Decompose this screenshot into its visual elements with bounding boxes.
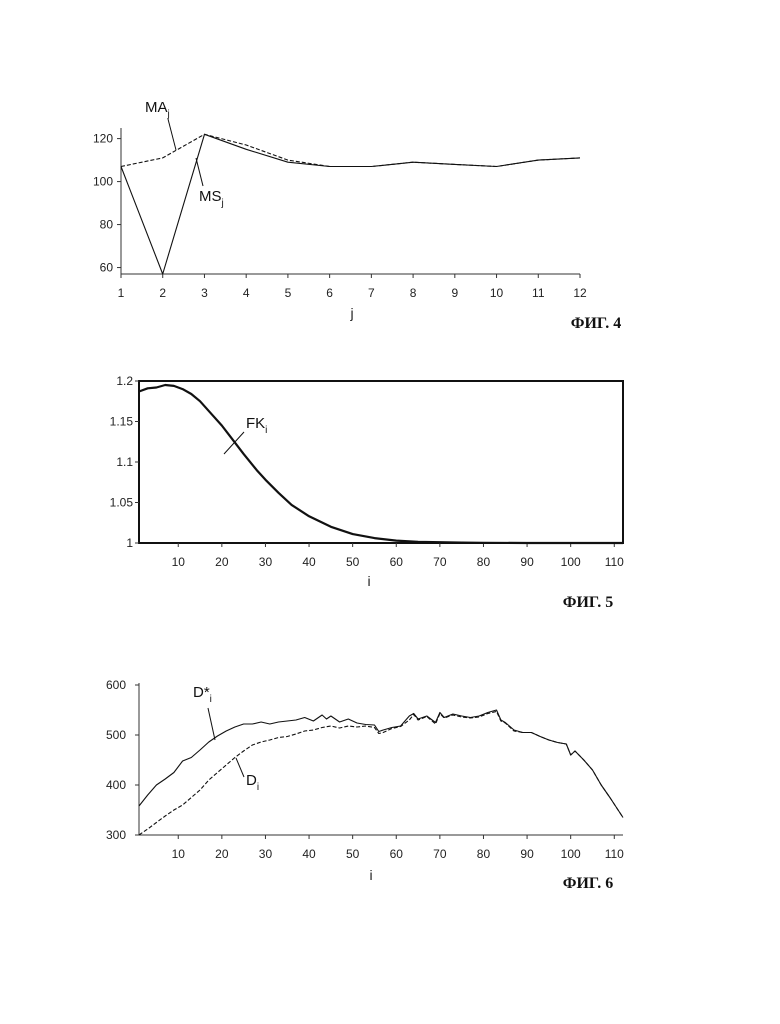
- leader-line: [168, 119, 176, 150]
- x-tick-label: 5: [285, 286, 292, 300]
- figure-caption: ФИГ. 4: [571, 315, 622, 332]
- x-tick-label: 9: [451, 286, 458, 300]
- y-tick-label: 120: [93, 132, 113, 146]
- series-label-subscript: i: [265, 425, 267, 436]
- chart-fig6: 10 20 30 40 50 60 70 80 90 100 110 300 400 500 600 D*i D…: [106, 678, 624, 892]
- series-line-fk: [139, 385, 623, 543]
- x-tick-label: 70: [433, 847, 447, 861]
- x-tick-label: 8: [410, 286, 417, 300]
- y-tick-label: 600: [106, 678, 126, 692]
- series-label-subscript: i: [257, 782, 259, 793]
- series-label-subscript: j: [221, 198, 224, 209]
- x-tick-label: 1: [118, 286, 125, 300]
- figure-caption: ФИГ. 6: [563, 875, 614, 892]
- x-tick-label: 10: [172, 555, 186, 569]
- y-tick-label: 500: [106, 728, 126, 742]
- x-tick-label: 40: [302, 555, 316, 569]
- x-axis-title: i: [369, 867, 372, 883]
- leader-line: [196, 158, 203, 186]
- x-tick-label: 110: [605, 847, 624, 861]
- series-line-ms: [121, 134, 580, 274]
- chart-fig5: 10 20 30 40 50 60 70 80 90 100 110 1 1.05 1.1 1.15 1.2 F…: [110, 374, 625, 611]
- x-axis-title: j: [349, 305, 353, 321]
- y-tick-label: 1.05: [110, 496, 134, 510]
- series-label-subscript: i: [210, 694, 212, 705]
- x-tick-label: 3: [201, 286, 208, 300]
- x-tick-label: 7: [368, 286, 375, 300]
- y-tick-label: 1.2: [116, 374, 133, 388]
- x-tick-label: 11: [532, 286, 545, 300]
- series-line-ma: [121, 134, 580, 166]
- x-tick-label: 110: [605, 555, 624, 569]
- x-tick-label: 30: [259, 847, 273, 861]
- figure-caption: ФИГ. 5: [563, 594, 614, 611]
- x-tick-label: 2: [159, 286, 166, 300]
- series-label: D*i: [193, 684, 212, 705]
- y-tick-label: 300: [106, 828, 126, 842]
- x-tick-label: 12: [573, 286, 587, 300]
- x-tick-label: 20: [215, 847, 229, 861]
- x-tick-label: 100: [561, 847, 581, 861]
- x-tick-label: 10: [172, 847, 186, 861]
- leader-line: [236, 758, 244, 777]
- series-label-subscript: j: [167, 109, 170, 120]
- x-tick-label: 90: [520, 555, 534, 569]
- y-tick-label: 60: [100, 261, 114, 275]
- chart-fig4: 1234567891011126080100120MAjMSjjФИГ. 4: [93, 99, 621, 332]
- y-tick-label: 1: [126, 536, 133, 550]
- y-tick-label: 1.15: [110, 415, 134, 429]
- series-line-d: [139, 712, 623, 836]
- x-tick-label: 80: [477, 847, 491, 861]
- x-tick-label: 4: [243, 286, 250, 300]
- y-tick-label: 400: [106, 778, 126, 792]
- series-label: Di: [246, 772, 259, 793]
- x-tick-label: 100: [561, 555, 581, 569]
- x-tick-label: 10: [490, 286, 504, 300]
- x-tick-label: 40: [302, 847, 316, 861]
- x-tick-label: 50: [346, 847, 360, 861]
- x-tick-label: 50: [346, 555, 360, 569]
- y-tick-label: 1.1: [116, 455, 133, 469]
- plot-frame: [139, 381, 623, 543]
- x-tick-label: 70: [433, 555, 447, 569]
- x-tick-label: 60: [390, 847, 404, 861]
- x-tick-label: 60: [390, 555, 404, 569]
- x-tick-label: 6: [326, 286, 333, 300]
- x-tick-label: 90: [520, 847, 534, 861]
- y-tick-label: 80: [100, 218, 114, 232]
- series-label: MSj: [199, 188, 224, 209]
- x-tick-label: 30: [259, 555, 273, 569]
- y-tick-label: 100: [93, 175, 113, 189]
- leader-line: [208, 708, 215, 740]
- series-label: FKi: [246, 415, 267, 436]
- x-tick-label: 80: [477, 555, 491, 569]
- series-label: MAj: [145, 99, 170, 120]
- x-tick-label: 20: [215, 555, 229, 569]
- x-axis-title: i: [367, 573, 370, 589]
